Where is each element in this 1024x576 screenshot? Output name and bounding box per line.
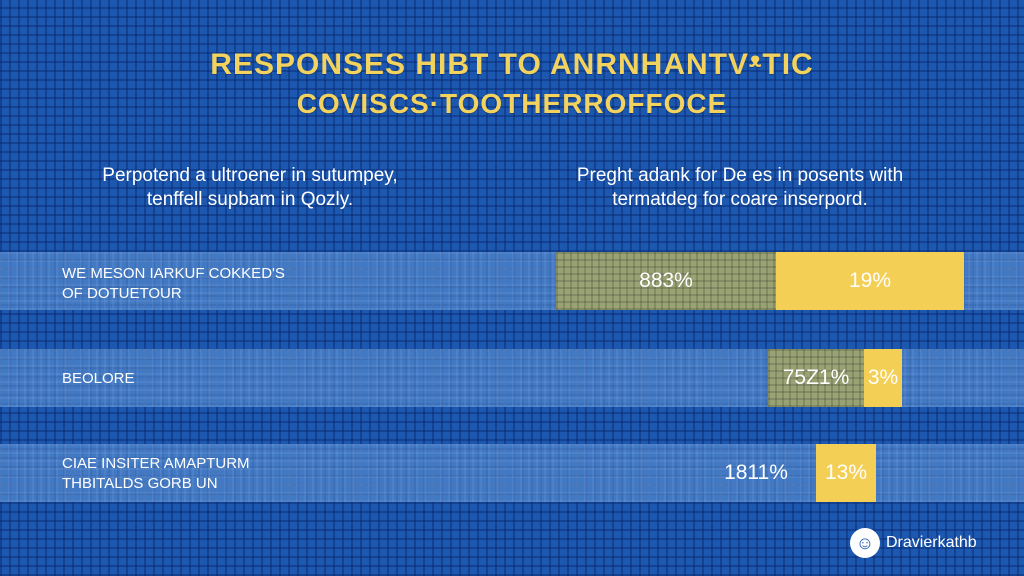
- bar-segment-a: 883%: [556, 252, 776, 310]
- bar-segment-b: 3%: [864, 349, 902, 407]
- logo-text: Dravierkathb: [886, 534, 977, 551]
- logo-mark-icon: ☺: [850, 528, 880, 558]
- left-subtitle-line-2: tenffell supbam in Qozly.: [146, 189, 354, 210]
- left-subtitle-line-1: Perpotend a ultroener in sutumpey,: [102, 165, 398, 186]
- chart-title-line-2: COVISCS·TOOTHERROFFOCE: [296, 88, 728, 119]
- category-label: THBITALDS GORB UN: [62, 475, 218, 492]
- right-subtitle-line-1: Preght adank for De es in posents with: [576, 165, 904, 186]
- brand-logo: ☺ Dravierkathb: [850, 528, 977, 558]
- category-label: BEOLORE: [62, 370, 135, 387]
- bar-segment-a: 75Z1%: [768, 349, 864, 407]
- right-subtitle: Preght adank for De es in posents with t…: [520, 164, 960, 212]
- right-subtitle-line-2: termatdeg for coare inserpord.: [612, 189, 868, 210]
- bar-segment-b: 19%: [776, 252, 964, 310]
- chart-title: RESPONSES HIBT TO ANRNHANTVᵜTIC: [210, 48, 814, 81]
- bar-segment-b: 13%: [816, 444, 876, 502]
- category-label: OF DOTUETOUR: [62, 285, 182, 302]
- bar-segment-a: 1811%: [724, 461, 788, 484]
- left-subtitle: Perpotend a ultroener in sutumpey, tenff…: [40, 164, 460, 212]
- category-label: CIAE INSITER AMAPTURM: [62, 455, 250, 472]
- category-label: WE MESON IARKUF COKKED'S: [62, 265, 285, 282]
